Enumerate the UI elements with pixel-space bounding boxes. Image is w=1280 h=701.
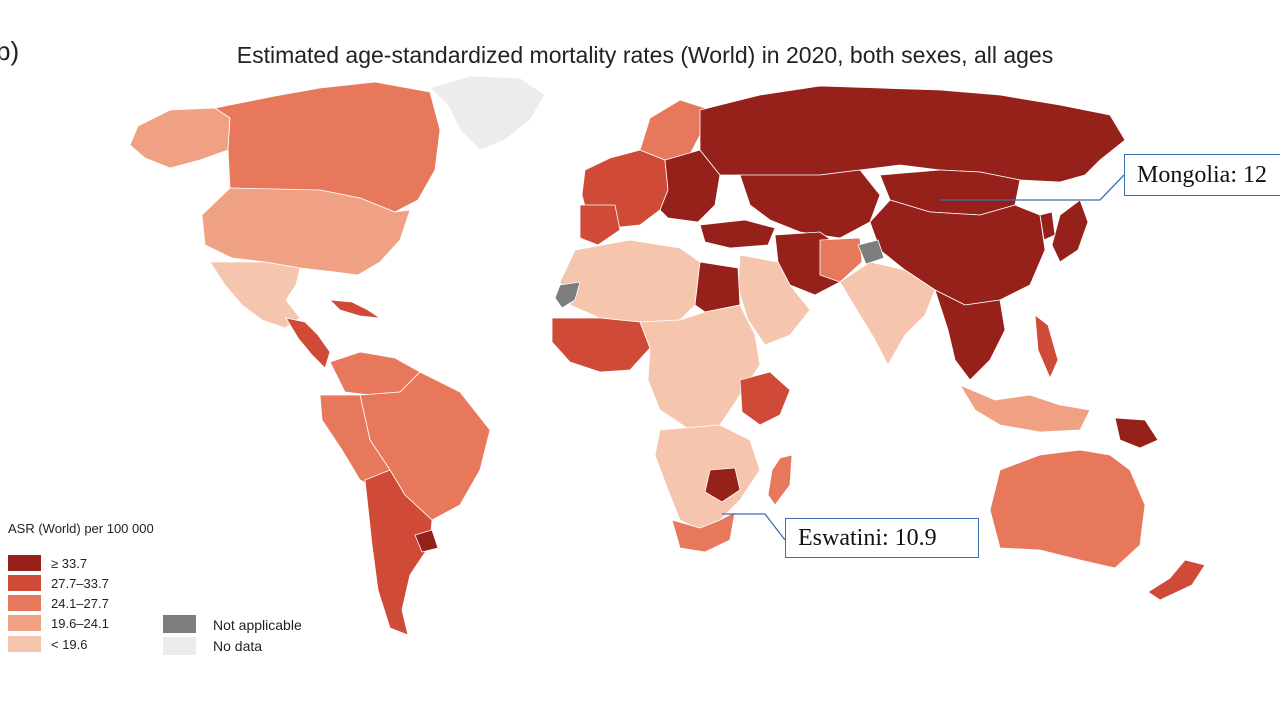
legend-swatches [8,555,196,655]
legend-item-2: 27.7–33.7 [51,576,109,591]
region-central-america [285,317,331,369]
region-iberia [579,204,621,246]
legend-item-na: Not applicable [213,617,302,633]
legend-label-3: 24.1–27.7 [51,596,109,611]
region-greenland [429,75,546,151]
region-india [839,261,936,366]
legend-item-nodata: No data [213,638,262,654]
region-zimbabwe [704,467,741,503]
legend-label-4: 19.6–24.1 [51,616,109,631]
region-russia [699,85,1126,183]
region-madagascar [767,454,793,506]
region-new-zealand [1147,559,1206,601]
legend-swatch-2 [8,575,41,591]
region-arabia [737,254,811,346]
map-title: Estimated age-standardized mortality rat… [236,42,1054,68]
region-japan [1051,199,1089,263]
region-kashmir [857,239,885,265]
region-indonesia [959,384,1091,433]
legend-swatch-nodata [163,637,196,655]
legend-title: ASR (World) per 100 000 [8,521,154,536]
region-caribbean [329,299,381,319]
legend-item-1: ≥ 33.7 [51,556,87,571]
panel-label: b) [0,36,20,66]
mongolia-callout-line [940,174,1125,201]
legend-swatch-4 [8,615,41,631]
region-western-sahara [554,281,581,309]
legend-swatch-na [163,615,196,633]
region-australia [989,449,1146,569]
region-afghanistan [819,237,863,283]
eswatini-callout: Eswatini: 10.9 [785,518,979,558]
region-philippines [1034,314,1059,379]
region-n-africa [559,239,701,323]
legend-item-3: 24.1–27.7 [51,596,109,611]
region-usa [201,187,411,276]
legend-label-5: < 19.6 [51,637,88,652]
legend-item-5: < 19.6 [51,637,88,652]
legend-label-2: 27.7–33.7 [51,576,109,591]
eswatini-callout-line [722,513,786,541]
legend-swatch-1 [8,555,41,571]
mongolia-callout: Mongolia: 12 [1124,154,1280,196]
legend-swatch-5 [8,636,41,652]
legend-label-na: Not applicable [213,617,302,633]
region-png [1114,417,1159,449]
region-alaska [129,107,231,169]
region-uruguay [414,529,439,553]
region-mexico [209,261,301,329]
region-central-africa [639,304,761,431]
region-turkey [699,219,776,249]
region-central-asia [739,169,881,239]
region-korea [1039,211,1056,241]
region-w-africa [551,317,651,373]
callout-lines [722,174,1125,541]
legend-label-1: ≥ 33.7 [51,556,88,571]
legend-item-4: 19.6–24.1 [51,616,109,631]
region-south-africa [671,511,736,553]
region-egypt [694,261,741,313]
region-e-africa [739,371,791,426]
region-argentina [364,469,433,636]
legend-swatch-3 [8,595,41,611]
legend-label-nodata: No data [213,638,263,654]
region-se-asia [934,289,1006,381]
region-canada [214,81,441,213]
